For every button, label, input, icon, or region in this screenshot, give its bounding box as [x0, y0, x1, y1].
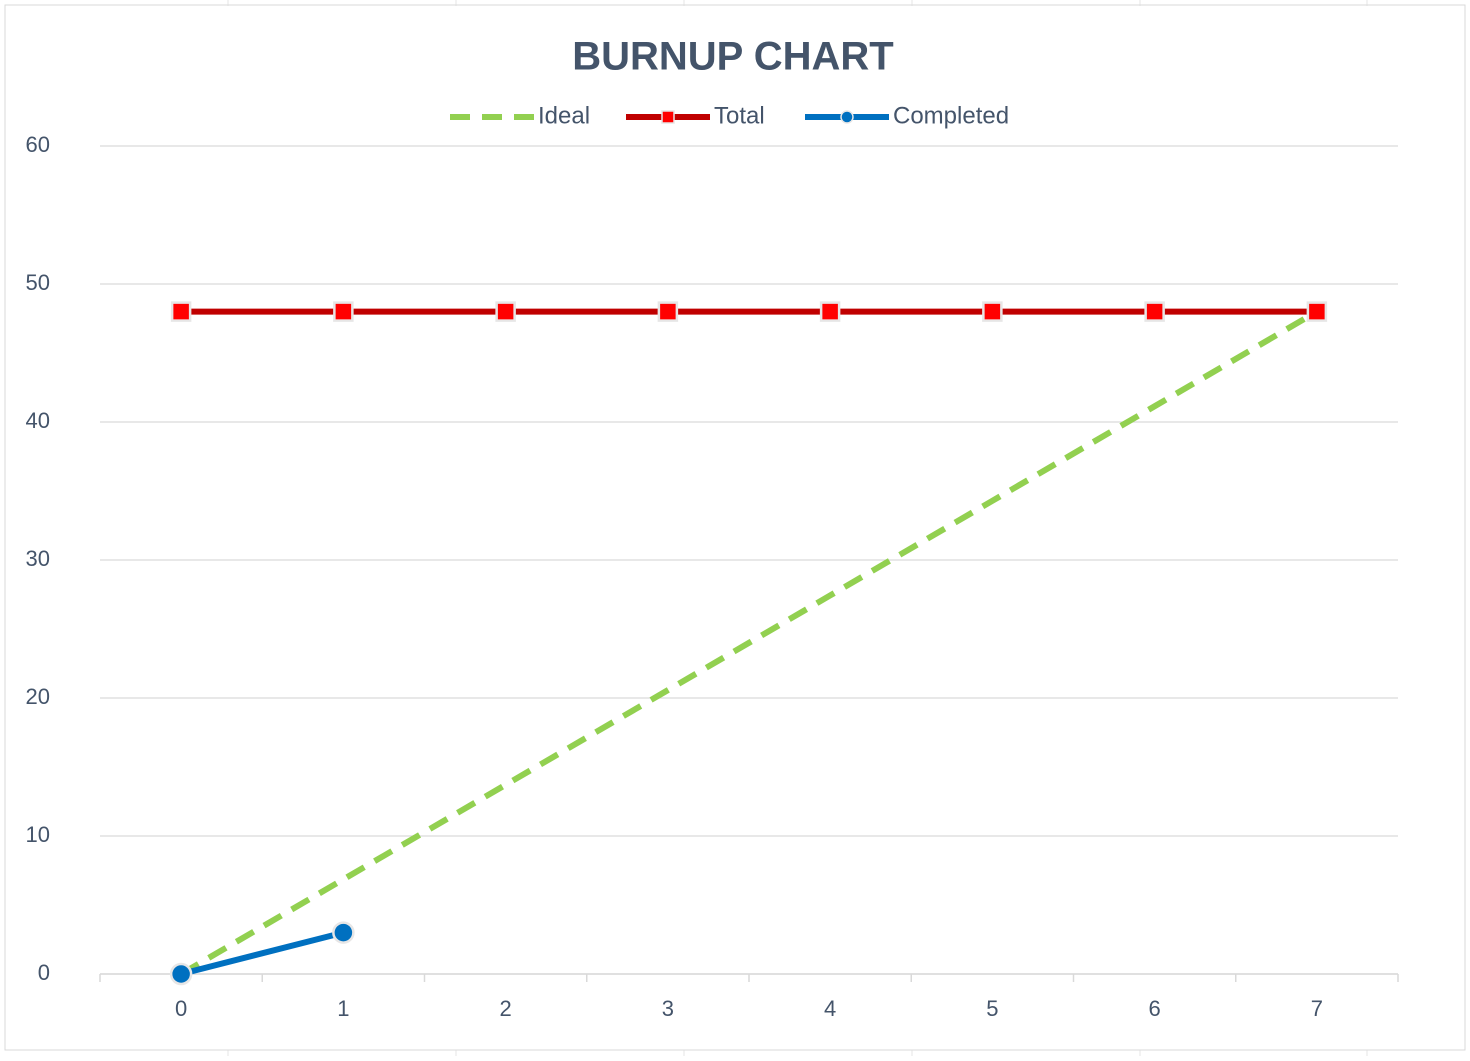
legend-marker — [661, 110, 675, 124]
data-point — [333, 301, 354, 322]
y-tick-label: 50 — [26, 270, 50, 295]
series-line — [180, 929, 345, 977]
x-tick-label: 5 — [986, 996, 998, 1021]
legend-label: Ideal — [538, 102, 590, 129]
data-point — [169, 962, 193, 986]
legend-marker — [840, 110, 854, 124]
y-tick-label: 20 — [26, 684, 50, 709]
legend-label: Completed — [893, 102, 1009, 129]
data-point — [982, 301, 1003, 322]
sheet-grid — [4, 0, 1466, 1056]
x-tick-label: 1 — [337, 996, 349, 1021]
x-tick-label: 6 — [1149, 996, 1161, 1021]
data-point — [657, 301, 679, 322]
series-line — [179, 309, 1319, 977]
y-tick-label: 60 — [26, 132, 50, 157]
chart-title: BURNUP CHART — [572, 35, 893, 79]
data-point — [1144, 301, 1165, 322]
data-point — [170, 301, 192, 322]
y-tick-label: 10 — [26, 822, 50, 847]
data-point — [332, 921, 355, 944]
y-tick-label: 0 — [38, 960, 50, 985]
x-tick-label: 7 — [1311, 996, 1323, 1021]
data-point — [1306, 301, 1328, 322]
x-tick-label: 3 — [662, 996, 674, 1021]
legend-label: Total — [714, 102, 765, 129]
x-tick-label: 0 — [175, 996, 187, 1021]
y-tick-label: 30 — [26, 546, 50, 571]
x-tick-label: 4 — [824, 996, 836, 1021]
y-tick-label: 40 — [26, 408, 50, 433]
data-point — [819, 301, 841, 322]
x-tick-label: 2 — [500, 996, 512, 1021]
data-point — [495, 301, 516, 322]
